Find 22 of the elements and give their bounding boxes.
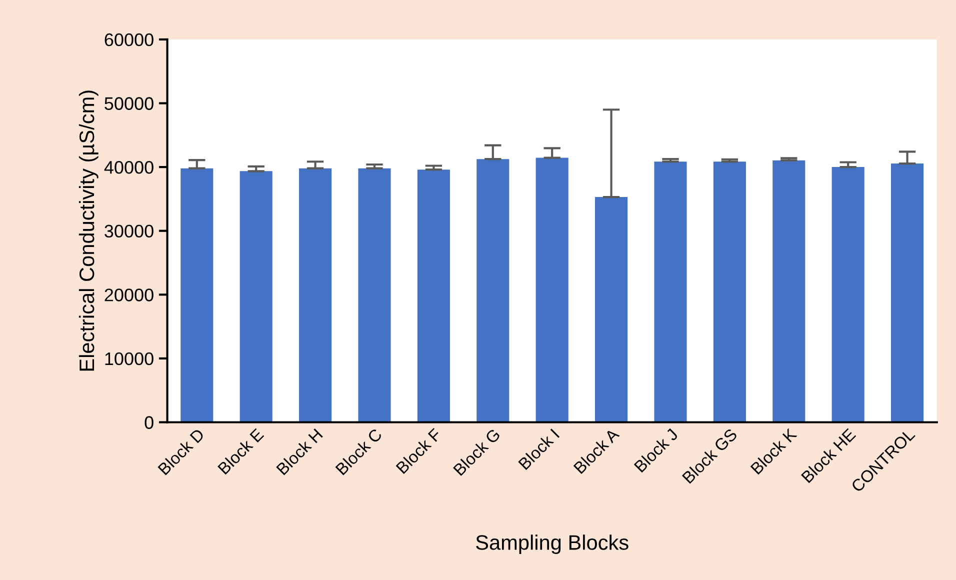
bar <box>654 162 687 422</box>
bar <box>476 159 510 422</box>
y-axis-title: Electrical Conductivity (µS/cm) <box>78 90 98 371</box>
y-tick-label: 60000 <box>104 33 154 46</box>
y-tick-label: 10000 <box>105 352 154 366</box>
bar <box>299 168 332 422</box>
y-tick-label: 40000 <box>104 160 154 174</box>
bar <box>595 197 628 422</box>
bar <box>180 168 214 422</box>
bar <box>891 164 924 422</box>
y-tick-label: 20000 <box>104 288 154 302</box>
bar <box>536 158 568 422</box>
bar <box>417 170 450 422</box>
y-tick-label: 0 <box>144 416 154 429</box>
x-axis-title: Sampling Blocks <box>476 534 628 554</box>
bar <box>832 167 864 422</box>
bar <box>772 160 806 422</box>
y-tick-label: 50000 <box>104 97 154 110</box>
bar <box>713 162 746 422</box>
y-tick-label: 30000 <box>104 224 154 238</box>
bar <box>358 168 391 422</box>
bar <box>240 171 272 422</box>
